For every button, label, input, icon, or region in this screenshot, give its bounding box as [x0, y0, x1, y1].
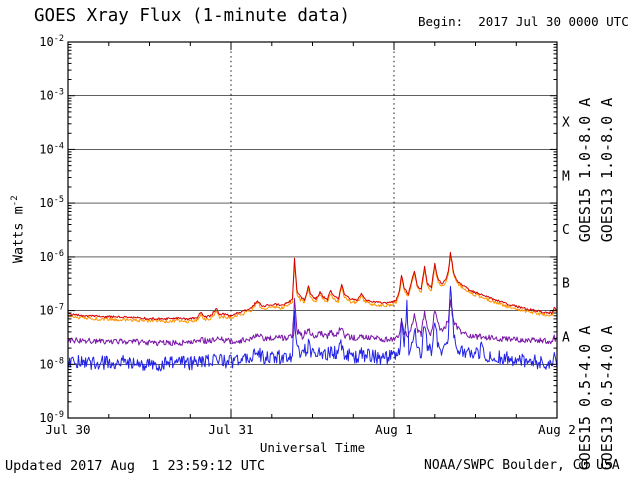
x-tick-labels: Jul 30 Jul 31 Aug 1 Aug 2 — [45, 422, 575, 437]
series-legend: GOES15 1.0-8.0 A GOES13 1.0-8.0 A GOES15 0… — [576, 98, 616, 471]
series-goes13-1-0-8-0-a — [67, 253, 557, 324]
v-gridlines — [230, 42, 395, 418]
series-goes15-1-0-8-0-a — [67, 251, 558, 321]
h-gridlines — [68, 95, 557, 365]
axis-ticks — [67, 41, 558, 419]
chart-title: GOES Xray Flux (1-minute data) — [34, 6, 351, 26]
series-goes13-0-5-4-0-a — [67, 285, 558, 372]
y-axis-label-text: Watts m — [10, 206, 27, 264]
y-tick-labels: 10-210-310-410-510-610-710-810-9 — [39, 34, 64, 425]
series-lines — [67, 251, 558, 372]
legend-goes13-1-0-8-0-a: GOES13 1.0-8.0 A — [598, 98, 616, 243]
series-goes15-0-5-4-0-a — [67, 298, 557, 346]
y-tick-label: 10-2 — [39, 34, 64, 49]
x-axis-label: Universal Time — [259, 440, 366, 455]
legend-goes15-1-0-8-0-a: GOES15 1.0-8.0 A — [576, 98, 594, 243]
y-tick-label: 10-6 — [39, 249, 64, 264]
x-tick-label: Jul 31 — [208, 422, 253, 437]
x-tick-label: Aug 2 — [538, 422, 576, 437]
legend-goes13-0-5-4-0-a: GOES13 0.5-4.0 A — [598, 326, 616, 471]
legend-goes15-0-5-4-0-a: GOES15 0.5-4.0 A — [576, 326, 594, 471]
flare-class-C: C — [562, 223, 570, 238]
x-tick-label: Jul 30 — [45, 422, 90, 437]
flare-class-labels: X M C B A — [562, 116, 570, 346]
begin-time-label: Begin: 2017 Jul 30 0000 UTC — [418, 14, 629, 29]
flare-class-B: B — [562, 277, 570, 292]
y-axis-label-exponent: -2 — [9, 195, 20, 207]
y-tick-label: 10-4 — [39, 141, 64, 156]
flare-class-A: A — [562, 330, 570, 345]
y-tick-label: 10-8 — [39, 356, 64, 371]
y-tick-label: 10-3 — [39, 88, 64, 103]
y-tick-label: 10-5 — [39, 195, 64, 210]
x-tick-label: Aug 1 — [375, 422, 413, 437]
flare-class-M: M — [562, 169, 570, 184]
data-source: NOAA/SWPC Boulder, CO USA — [424, 458, 620, 473]
y-tick-label: 10-7 — [39, 303, 64, 318]
flare-class-X: X — [562, 116, 570, 131]
y-axis-label: Watts m-2 — [10, 164, 27, 294]
updated-timestamp: Updated 2017 Aug 1 23:59:12 UTC — [5, 458, 266, 474]
